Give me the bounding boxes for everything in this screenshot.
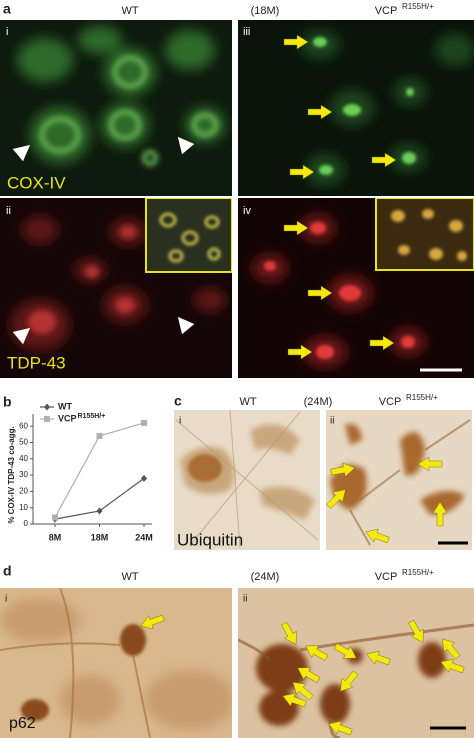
group-label: VCP [375,571,398,583]
yellow-arrow [432,501,448,527]
y-tick-label: 50 [19,438,28,447]
tdp-43-wt-image [0,198,232,378]
legend-marker [44,416,50,422]
y-tick-label: 20 [19,486,28,495]
stain-label: p62 [9,715,36,732]
yellow-arrow [408,619,424,643]
marker [96,507,103,515]
arrows [12,34,465,736]
legend-label: WT [58,401,72,411]
subpanel-label: i [179,416,181,427]
yellow-arrow [307,104,333,120]
group-label: WT [121,5,138,17]
yellow-arrow [282,692,307,708]
subpanel-label: i [6,26,8,38]
white-arrowhead [177,316,195,335]
yellow-arrow [140,614,165,630]
yellow-arrow [281,621,297,645]
yellow-arrow [417,456,443,472]
white-arrowhead [12,327,31,345]
legend-label: VCP [58,413,77,423]
panel-label: b [3,394,12,410]
yellow-arrow [297,667,321,683]
marker [141,419,147,426]
marker [96,432,103,439]
stain-label: COX-IV [7,173,66,192]
y-tick-label: 40 [19,454,28,463]
subpanel-label: ii [330,416,334,427]
group-superscript: R155H/+ [402,568,434,577]
yellow-arrow [289,164,315,180]
white-arrowhead [177,136,195,155]
yellow-arrow [365,528,390,544]
white-arrowhead [12,144,31,162]
panel-label: c [174,393,182,409]
age-label: (18M) [251,5,280,17]
yellow-arrow [287,344,313,360]
subpanel-label: iv [243,205,251,217]
ubiquitin-wt-image [174,410,320,550]
x-tick-label: 24M [135,532,153,542]
yellow-arrow [369,335,395,351]
y-tick-label: 30 [19,470,28,479]
y-tick-label: 60 [19,421,28,430]
marker [52,514,58,521]
yellow-arrow [340,670,359,692]
x-tick-label: 8M [49,532,62,542]
age-label: (24M) [304,396,333,408]
yellow-arrow [283,220,309,236]
yellow-arrow [440,658,465,674]
yellow-arrow [333,643,357,659]
subpanel-label: ii [243,594,247,605]
inset [145,198,232,273]
legend-marker [44,403,50,411]
yellow-arrow [305,645,329,661]
age-label: (24M) [251,571,280,583]
yellow-arrow [330,462,356,478]
yellow-arrow [371,152,397,168]
yellow-arrow [307,285,333,301]
tdp-43-vcp-image [238,198,474,378]
x-tick-label: 18M [91,532,109,542]
y-axis-label: % COX-IV TDP-43 co-agg. [7,426,16,523]
line-chart: 0 10 20 30 40 50 60 8M 18M 24M % COX-IV TDP-43 co-… [7,401,153,542]
ubiquitin-vcp-image [326,410,472,550]
panel-label: d [3,563,12,579]
panel-label: a [3,1,11,17]
cox-iv-vcp-image [238,20,474,196]
y-tick-label: 0 [24,519,29,528]
yellow-arrow [326,489,346,509]
subpanel-label: i [5,594,7,605]
cox-iv-wt-image [0,20,232,196]
stain-label: Ubiquitin [177,530,243,549]
group-label: WT [239,396,256,408]
yellow-arrow [283,34,309,50]
stain-label: TDP-43 [7,353,66,372]
group-superscript: R155H/+ [402,2,434,11]
p62-wt-image [0,588,232,738]
yellow-arrow [366,650,391,666]
group-label: VCP [379,396,402,408]
yellow-arrow [442,638,461,660]
group-superscript: R155H/+ [406,393,438,402]
legend-superscript: R155H/+ [78,413,106,420]
subpanel-label: ii [6,205,11,217]
group-label: VCP [375,5,398,17]
y-tick-label: 10 [19,503,28,512]
yellow-arrow [292,682,314,701]
yellow-arrow [328,720,353,736]
marker [141,474,147,482]
p62-vcp-image [238,588,474,738]
group-label: WT [121,571,138,583]
subpanel-label: iii [243,26,250,38]
